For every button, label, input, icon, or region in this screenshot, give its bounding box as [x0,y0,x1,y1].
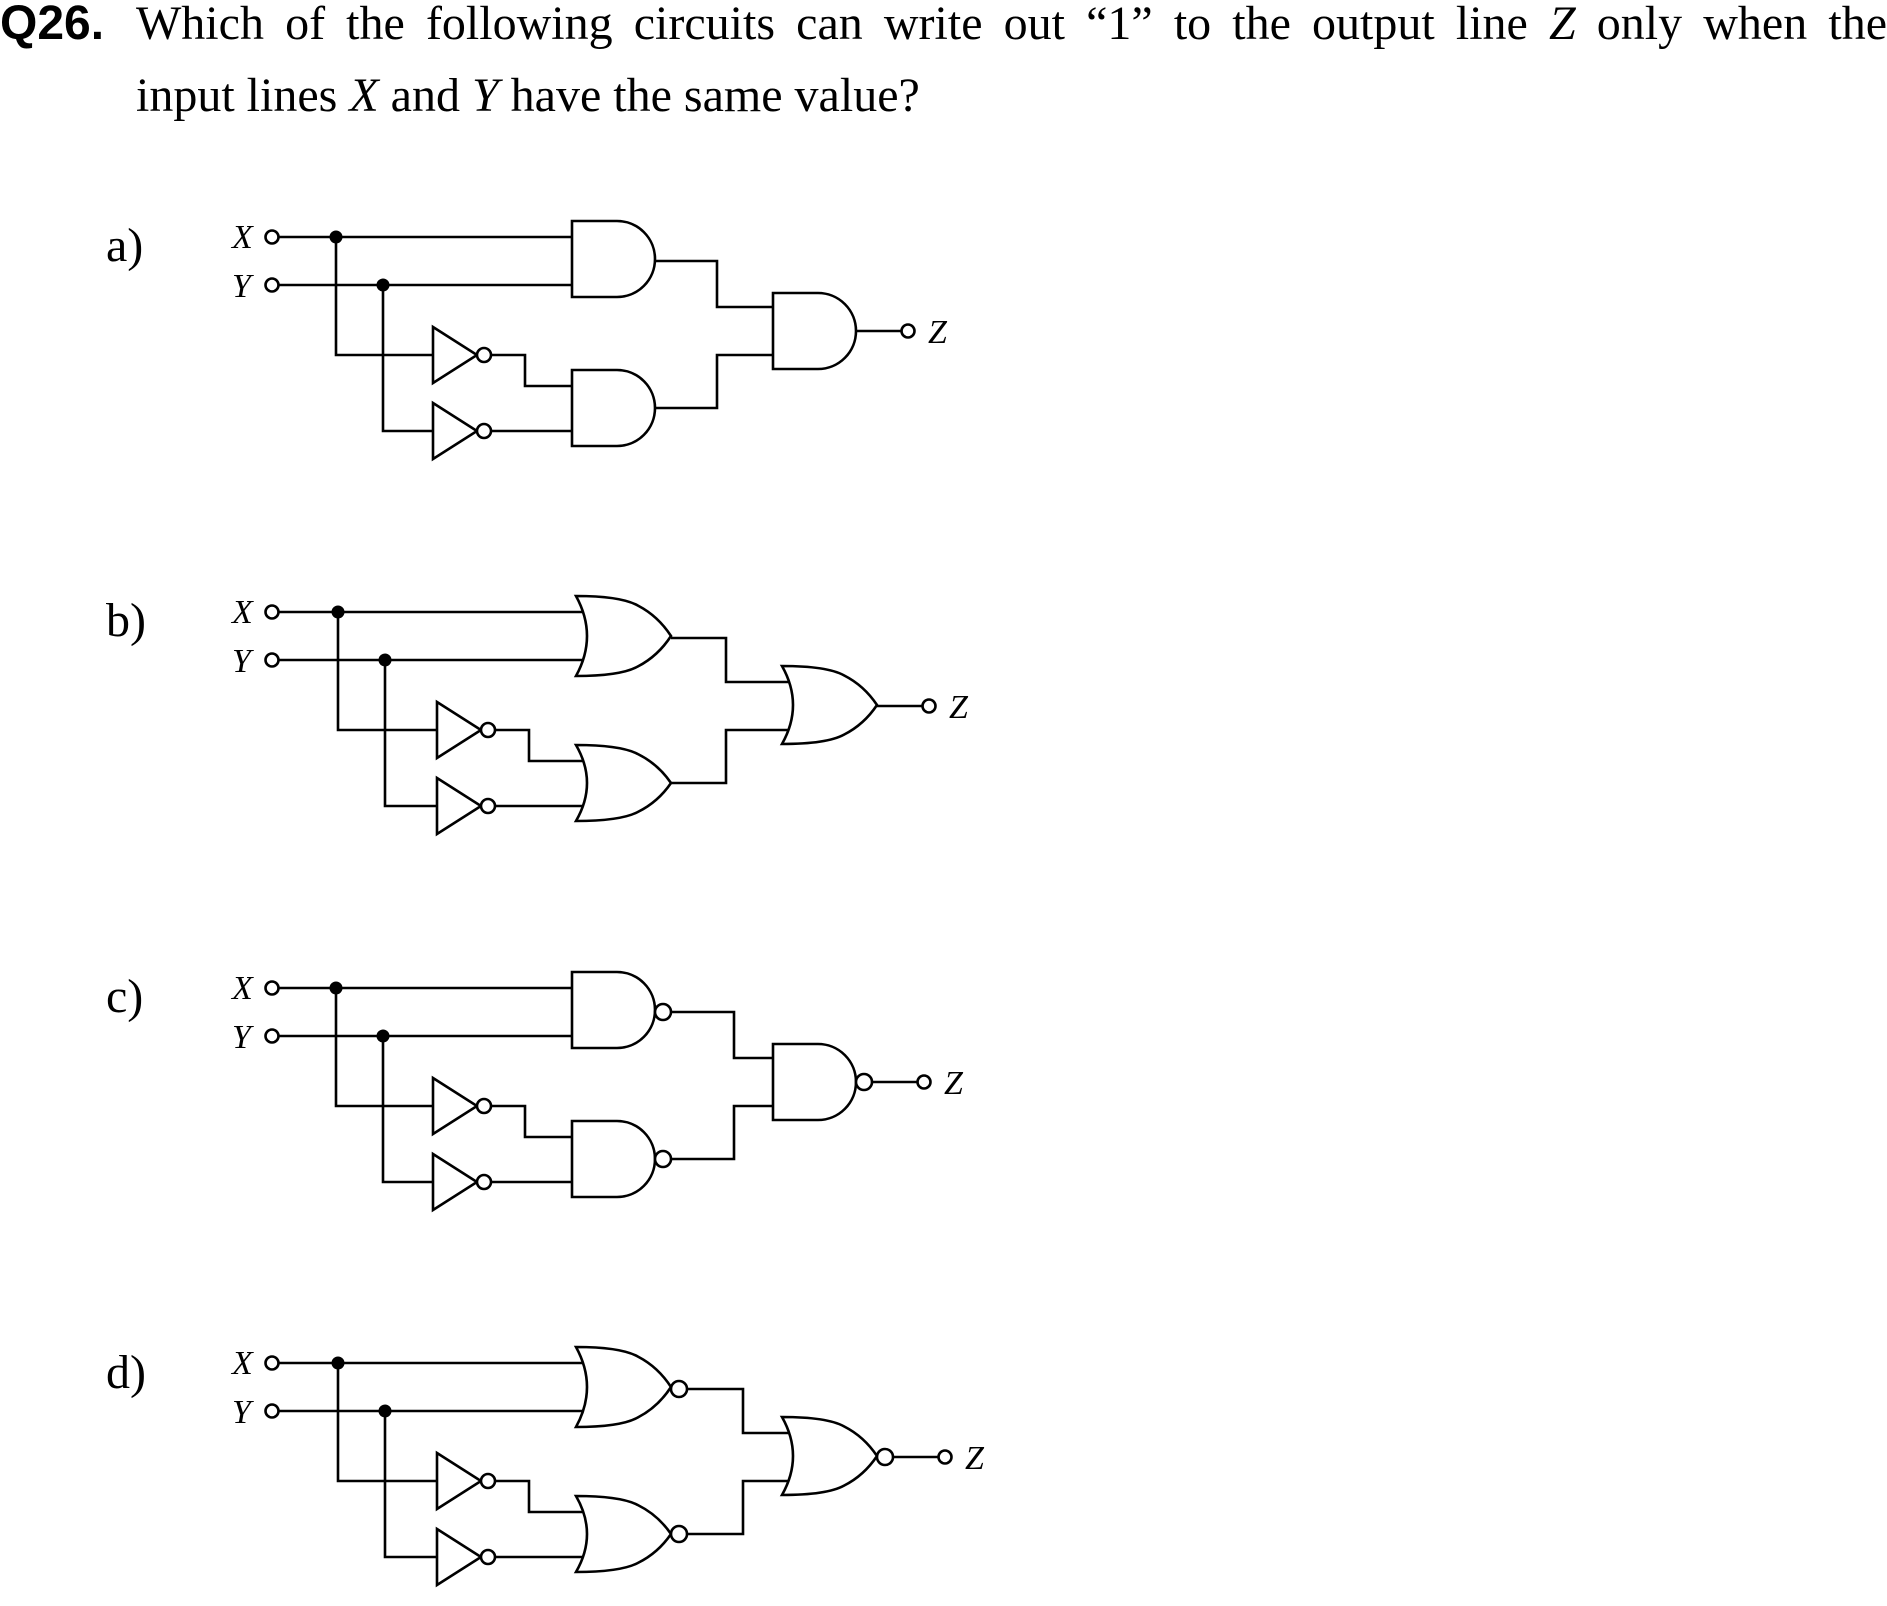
input-y-terminal [264,277,280,293]
or-gate-bottom [573,743,673,823]
output-z-terminal [900,323,916,339]
wire-to-out-bottom [671,1104,773,1161]
wire-to-out-bottom [655,353,773,410]
question-number: Q26. [0,0,105,50]
input-y-label: Y [232,643,254,680]
circuit-c: XY Z [230,970,964,1213]
option-c-label[interactable]: c) [106,970,144,1023]
option-b-label[interactable]: b) [106,594,146,647]
wire-to-out-top [687,1387,796,1435]
not-gate-y [431,1151,480,1213]
and-gate-top [570,970,657,1050]
input-y-terminal [264,1403,280,1419]
output-z-terminal [916,1074,932,1090]
output-z-terminal [937,1449,953,1465]
wire-to-out-top [671,636,796,684]
not-gate-y [431,400,480,462]
not-gate-x [431,1075,480,1137]
input-y-label: Y [232,1019,254,1056]
output-z-label: Z [928,314,948,351]
and-gate-top [570,219,657,299]
not-gate-x [431,324,480,386]
output-z-label: Z [965,1440,985,1477]
wire-notx [491,353,572,388]
wire-x-branch [336,1363,437,1483]
wire-x-branch [334,237,433,357]
output-inversion-bubble [854,1072,874,1092]
wire-notx [495,728,590,763]
or-gate-top [573,1345,673,1429]
not-bubble-x [475,1097,493,1115]
input-x-terminal [264,229,280,245]
or-gate-bottom [573,1494,673,1574]
and-gate-output [771,291,858,371]
wire-x-branch [334,988,433,1108]
wire-to-out-top [655,259,773,309]
not-bubble-x [479,721,497,739]
input-x-terminal [264,604,280,620]
not-gate-y [435,1526,484,1588]
input-y-label: Y [232,1394,254,1431]
wire-to-out-bottom [687,1479,796,1536]
input-y-terminal [264,1028,280,1044]
input-y-label: Y [232,268,254,305]
input-x-terminal [264,980,280,996]
wire-y-branch [383,1411,437,1559]
output-z-label: Z [949,689,969,726]
and-gate-output [771,1042,858,1122]
and-gate-bottom [570,368,657,448]
not-gate-x [435,699,484,761]
wire-notx [495,1479,590,1514]
input-x-terminal [264,1355,280,1371]
option-a-label[interactable]: a) [106,219,144,272]
or-gate-output [779,664,879,746]
wire-y-branch [381,1036,433,1184]
nand-bubble-top [669,1379,689,1399]
wire-y-branch [381,285,433,433]
wire-to-out-top [671,1010,773,1060]
circuit-d: XY Z [230,1345,985,1588]
wire-x-branch [336,612,437,732]
not-bubble-x [479,1472,497,1490]
wire-y-branch [383,660,437,808]
input-x-label: X [230,1345,254,1382]
input-x-label: X [230,594,254,631]
not-gate-x [435,1450,484,1512]
nand-bubble-bottom [669,1524,689,1544]
or-gate-top [573,594,673,678]
not-gate-y [435,775,484,837]
input-x-label: X [230,970,254,1007]
nand-bubble-top [653,1002,673,1022]
wire-notx [491,1104,572,1139]
option-d-label[interactable]: d) [106,1346,146,1399]
not-bubble-y [479,1548,497,1566]
question-text-line-2: input lines X and Y have the same value? [136,69,920,122]
output-z-terminal [921,698,937,714]
circuit-a: XY Z [230,219,948,462]
or-gate-output [779,1415,879,1497]
not-bubble-x [475,346,493,364]
output-inversion-bubble [875,1447,895,1467]
output-z-label: Z [944,1065,964,1102]
input-x-label: X [230,219,254,256]
question-text-line-1: Which of the following circuits can writ… [136,0,1887,50]
circuit-b: XY Z [230,594,969,837]
input-y-terminal [264,652,280,668]
wire-to-out-bottom [671,728,796,785]
